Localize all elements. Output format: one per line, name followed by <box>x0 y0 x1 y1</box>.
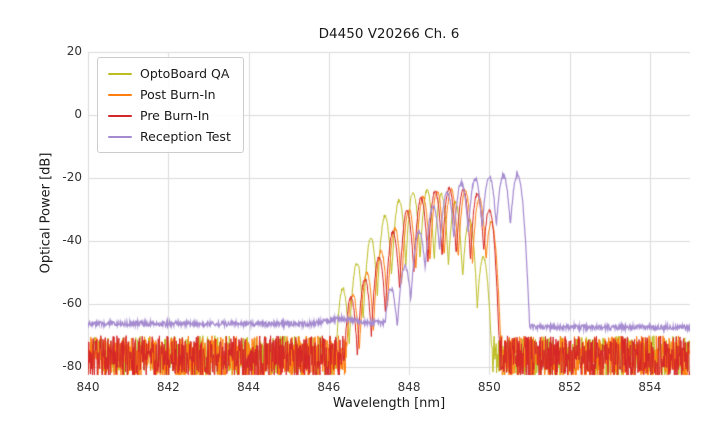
x-tick-label: 842 <box>156 380 180 394</box>
x-tick-label: 854 <box>638 380 662 394</box>
legend-item: Post Burn-In <box>108 87 231 102</box>
legend-label: Reception Test <box>140 129 231 144</box>
legend-line-swatch <box>108 135 132 138</box>
y-tick-label: -40 <box>62 233 82 248</box>
x-tick-label: 846 <box>317 380 341 394</box>
x-tick-label: 840 <box>76 380 100 394</box>
legend-item: Pre Burn-In <box>108 108 231 123</box>
x-tick-label: 852 <box>558 380 582 394</box>
legend-line-swatch <box>108 93 132 96</box>
y-tick-label: 0 <box>74 107 82 122</box>
y-tick-label: 20 <box>66 44 82 58</box>
legend: OptoBoard QA Post Burn-In Pre Burn-In Recep… <box>97 57 244 153</box>
x-tick-label: 848 <box>397 380 421 394</box>
legend-label: Post Burn-In <box>140 87 216 102</box>
legend-item: Reception Test <box>108 129 231 144</box>
x-tick-label: 850 <box>477 380 501 394</box>
chart-title: D4450 V20266 Ch. 6 <box>318 26 460 42</box>
legend-line-swatch <box>108 114 132 117</box>
legend-label: OptoBoard QA <box>140 66 230 81</box>
y-tick-label: -20 <box>62 170 82 185</box>
legend-line-swatch <box>108 72 132 75</box>
y-tick-label: -60 <box>62 296 82 311</box>
x-axis-label: Wavelength [nm] <box>332 396 446 411</box>
x-tick-label: 844 <box>237 380 260 394</box>
y-tick-label: -80 <box>62 359 82 374</box>
legend-label: Pre Burn-In <box>140 108 210 123</box>
legend-item: OptoBoard QA <box>108 66 231 81</box>
